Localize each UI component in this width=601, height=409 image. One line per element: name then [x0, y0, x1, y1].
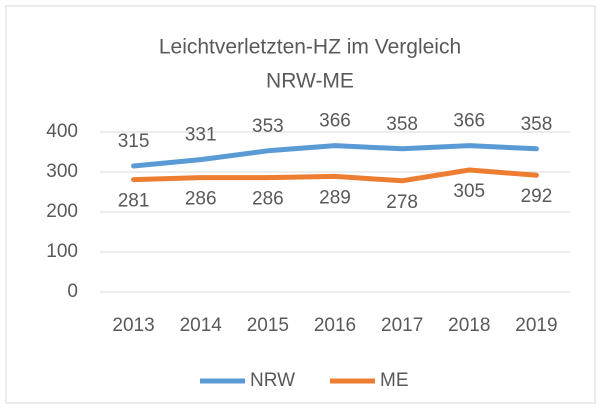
- data-label: 366: [453, 111, 485, 132]
- legend-label: NRW: [250, 370, 295, 391]
- data-label: 289: [319, 187, 351, 208]
- y-tick-label: 200: [46, 201, 78, 222]
- y-tick-label: 300: [46, 161, 78, 182]
- line-series: [131, 167, 539, 184]
- x-tick-label: 2016: [314, 315, 356, 336]
- chart-title: Leichtverletzten-HZ im Vergleich: [159, 36, 461, 59]
- data-label: 353: [252, 116, 284, 137]
- y-tick-label: 0: [67, 281, 78, 302]
- data-label: 292: [521, 186, 553, 207]
- x-tick-label: 2018: [448, 315, 490, 336]
- line-series: [131, 143, 539, 169]
- data-label: 358: [386, 114, 418, 135]
- data-label: 305: [453, 181, 485, 202]
- data-label: 366: [319, 111, 351, 132]
- legend-label: ME: [380, 370, 409, 391]
- chart-frame: [5, 5, 596, 404]
- data-label: 315: [118, 131, 150, 152]
- data-label: 278: [386, 192, 418, 213]
- y-tick-label: 100: [46, 241, 78, 262]
- y-tick-label: 400: [46, 121, 78, 142]
- x-tick-label: 2015: [247, 315, 289, 336]
- data-label: 358: [521, 114, 553, 135]
- x-tick-label: 2019: [515, 315, 557, 336]
- x-tick-label: 2013: [112, 315, 154, 336]
- data-label: 331: [185, 125, 217, 146]
- data-label: 286: [252, 189, 284, 210]
- x-tick-label: 2017: [381, 315, 423, 336]
- x-tick-label: 2014: [180, 315, 223, 336]
- data-label: 281: [118, 191, 150, 212]
- data-label: 286: [185, 189, 217, 210]
- chart-title: NRW-ME: [266, 70, 354, 93]
